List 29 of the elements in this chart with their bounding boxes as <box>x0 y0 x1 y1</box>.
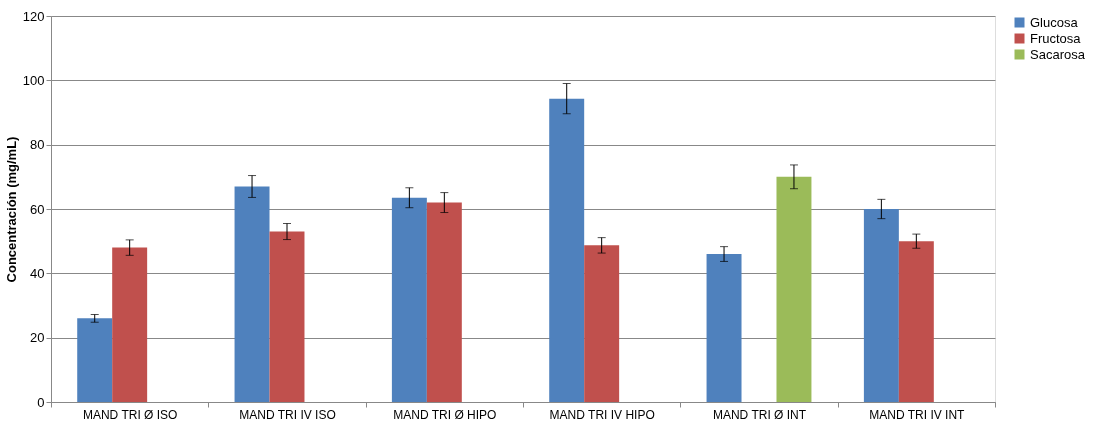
legend-label: Fructosa <box>1030 30 1082 46</box>
bar <box>706 254 742 402</box>
y-tick-label: 80 <box>30 137 45 153</box>
legend-label: Sacarosa <box>1030 46 1086 62</box>
y-tick-label: 40 <box>30 265 45 281</box>
bar <box>269 231 305 402</box>
bar <box>776 176 812 402</box>
bar <box>863 209 899 402</box>
y-axis-title: Concentración (mg/mL) <box>3 136 19 283</box>
bar <box>898 241 934 402</box>
x-tick-label: MAND TRI Ø HIPO <box>393 407 497 422</box>
bar <box>549 98 585 402</box>
legend-label: Glucosa <box>1030 14 1079 30</box>
bar <box>77 318 113 402</box>
bar <box>426 202 462 402</box>
x-tick-label: MAND TRI Ø INT <box>712 407 807 422</box>
bar <box>391 197 427 402</box>
y-tick-label: 120 <box>22 8 45 24</box>
bar <box>112 247 148 402</box>
x-tick-label: MAND TRI Ø ISO <box>82 407 178 422</box>
x-tick-label: MAND TRI IV ISO <box>239 407 336 422</box>
y-tick-label: 20 <box>30 330 45 346</box>
y-tick-label: 60 <box>30 201 45 217</box>
y-tick-label: 100 <box>22 72 45 88</box>
x-tick-label: MAND TRI IV INT <box>869 407 966 422</box>
bar <box>584 245 620 402</box>
x-tick-label: MAND TRI IV HIPO <box>549 407 655 422</box>
bar <box>234 186 270 402</box>
y-tick-label: 0 <box>37 394 45 410</box>
